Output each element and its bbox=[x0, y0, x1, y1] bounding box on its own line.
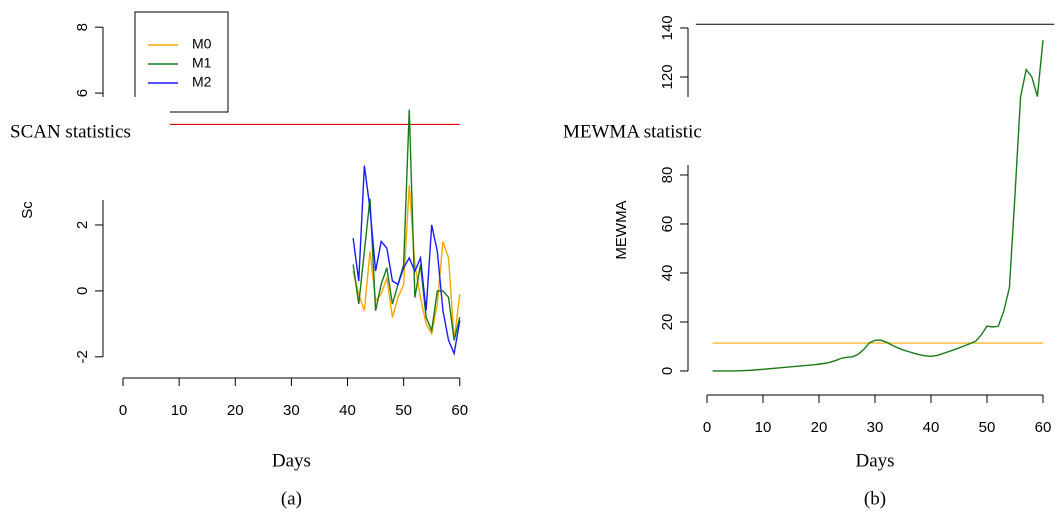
x-tick-label: 20 bbox=[811, 419, 828, 436]
x-axis-label: Days bbox=[272, 450, 311, 471]
y-tick-label: 6 bbox=[74, 89, 91, 97]
y-tick-label: 80 bbox=[659, 167, 676, 184]
series-line bbox=[712, 40, 1044, 372]
y-tick-label: 8 bbox=[74, 23, 91, 31]
x-tick-label: 30 bbox=[283, 402, 300, 419]
legend-label: M1 bbox=[192, 55, 212, 71]
series-line bbox=[352, 185, 461, 341]
caption: (b) bbox=[864, 488, 886, 509]
x-tick-label: 40 bbox=[339, 402, 356, 419]
x-axis-label: Days bbox=[855, 450, 894, 471]
x-tick-label: 50 bbox=[395, 402, 412, 419]
y-tick-label: 60 bbox=[659, 216, 676, 233]
caption: (a) bbox=[281, 488, 302, 509]
x-tick-label: 30 bbox=[867, 419, 884, 436]
legend-label: M2 bbox=[192, 74, 212, 90]
y-axis-label: MEWMA bbox=[613, 200, 630, 259]
x-tick-label: 20 bbox=[227, 402, 244, 419]
overlay-box bbox=[0, 97, 170, 200]
y-tick-label: 20 bbox=[659, 314, 676, 331]
x-tick-label: 0 bbox=[119, 402, 127, 419]
y-tick-label: 2 bbox=[74, 221, 91, 229]
y-tick-label: 120 bbox=[659, 64, 676, 89]
x-tick-label: 0 bbox=[703, 419, 711, 436]
x-tick-label: 10 bbox=[171, 402, 188, 419]
x-tick-label: 60 bbox=[1035, 419, 1052, 436]
y-tick-label: 40 bbox=[659, 265, 676, 282]
plots: 0102030405060-202468ScDays(a)M0M1M201020… bbox=[19, 11, 1055, 509]
y-tick-label: -2 bbox=[74, 350, 91, 363]
x-tick-label: 60 bbox=[451, 402, 468, 419]
y-tick-label: 140 bbox=[659, 15, 676, 40]
overlay-box bbox=[560, 97, 795, 165]
legend-box bbox=[134, 11, 229, 113]
y-tick-label: 0 bbox=[74, 287, 91, 295]
series-line bbox=[352, 165, 461, 356]
y-tick-label: 0 bbox=[659, 367, 676, 375]
x-tick-label: 10 bbox=[755, 419, 772, 436]
legend-label: M0 bbox=[192, 36, 212, 52]
y-axis-label: Sc bbox=[19, 201, 36, 219]
x-tick-label: 40 bbox=[923, 419, 940, 436]
x-tick-label: 50 bbox=[979, 419, 996, 436]
overlay-label: MEWMA statistic bbox=[563, 121, 702, 142]
overlay-label: SCAN statistics bbox=[10, 121, 131, 142]
